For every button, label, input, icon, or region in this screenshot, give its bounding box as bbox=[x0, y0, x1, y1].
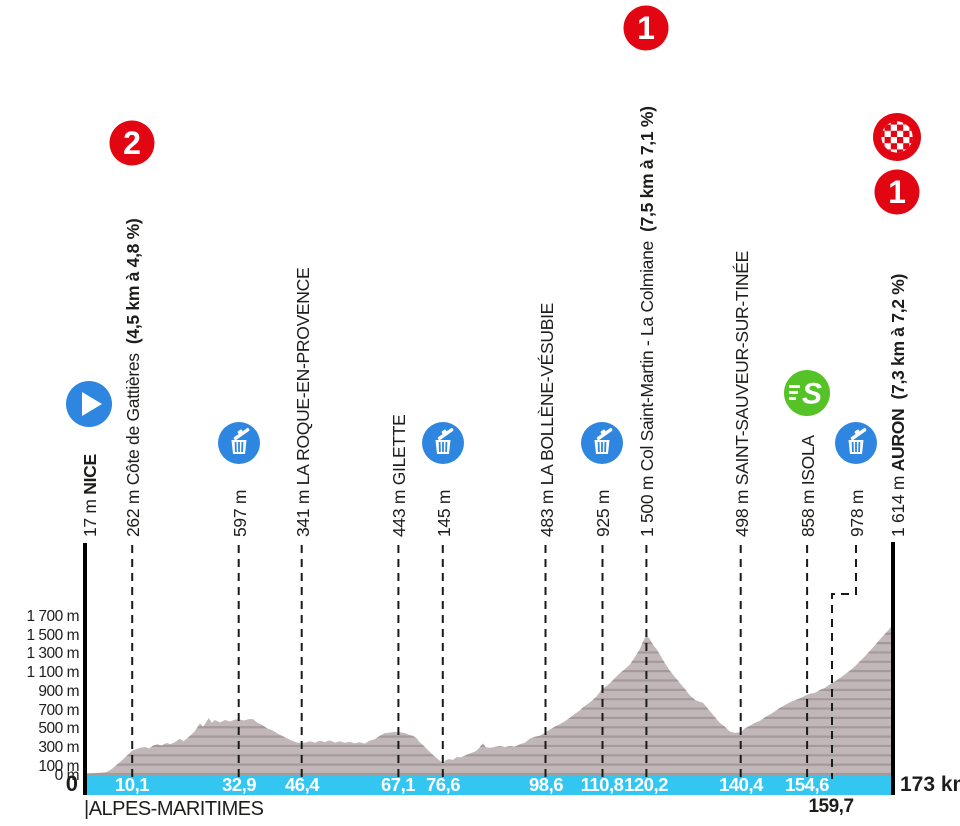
origin-distance-label: 0 bbox=[65, 771, 78, 796]
x-tick-label: 110,8 bbox=[580, 774, 624, 795]
x-tick-label: 76,6 bbox=[425, 774, 461, 795]
y-tick-label: 100 m bbox=[38, 758, 79, 775]
svg-text:1: 1 bbox=[637, 10, 655, 46]
total-distance-label: 173 km bbox=[900, 773, 960, 796]
x-tick-label: 154,6 bbox=[785, 774, 829, 795]
start-icon bbox=[65, 380, 113, 428]
y-tick-label: 1 500 m bbox=[26, 627, 79, 644]
x-tick-label-below: 159,7 bbox=[808, 796, 854, 817]
y-tick-label: 1 700 m bbox=[26, 608, 79, 625]
y-tick-label: 900 m bbox=[38, 683, 79, 700]
waypoint-dashed-lines bbox=[131, 545, 857, 779]
waste-zone-icon bbox=[580, 421, 624, 465]
y-tick-label: 300 m bbox=[38, 739, 79, 756]
sprint-icon: S bbox=[783, 369, 831, 417]
climb-category-badge: 2 bbox=[108, 119, 156, 167]
dashed-waypoint-line bbox=[831, 545, 857, 779]
y-tick-label: 700 m bbox=[38, 702, 79, 719]
distance-bar: 10,1 32,9 46,4 67,1 76,6 98,6 110,8 120,2 140,4 1… bbox=[85, 775, 893, 795]
climb-category-badge: 1 bbox=[873, 168, 921, 216]
x-tick-label: 46,4 bbox=[284, 774, 320, 795]
x-tick-label: 120,2 bbox=[624, 774, 668, 795]
waste-zone-icon bbox=[217, 421, 261, 465]
y-tick-label: 500 m bbox=[38, 720, 79, 737]
y-tick-label: 1 300 m bbox=[26, 645, 79, 662]
x-tick-label: 98,6 bbox=[528, 774, 564, 795]
department-label: |ALPES-MARITIMES bbox=[84, 798, 264, 820]
svg-text:1: 1 bbox=[888, 174, 906, 210]
waste-zone-icon bbox=[421, 421, 465, 465]
climb-category-badge: 1 bbox=[622, 4, 670, 52]
x-tick-label: 67,1 bbox=[380, 774, 416, 795]
x-tick-label: 10,1 bbox=[114, 774, 150, 795]
y-tick-label: 1 100 m bbox=[26, 664, 79, 681]
svg-text:S: S bbox=[802, 378, 822, 411]
y-tick-label: 0 m bbox=[54, 767, 80, 784]
x-tick-label: 140,4 bbox=[719, 774, 763, 795]
svg-text:2: 2 bbox=[123, 125, 141, 161]
waste-zone-icon bbox=[834, 421, 878, 465]
x-tick-label: 32,9 bbox=[221, 774, 257, 795]
finish-icon bbox=[871, 111, 923, 163]
